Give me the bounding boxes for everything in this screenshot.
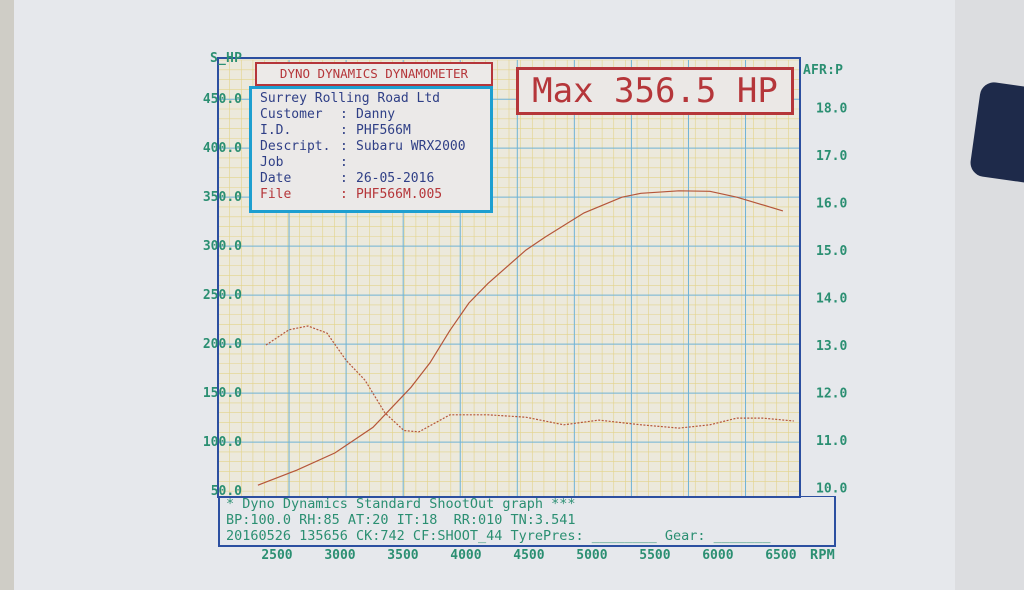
y-right-tick-label: 17.0: [816, 149, 847, 164]
x-tick-label: 5000: [576, 548, 607, 563]
y-left-tick-label: 150.0: [203, 386, 242, 401]
info-colon: :: [340, 187, 348, 202]
x-tick-label: 5500: [639, 548, 670, 563]
x-tick-label: 4500: [513, 548, 544, 563]
y-right-tick-label: 12.0: [816, 387, 847, 402]
info-label: Descript.: [260, 139, 330, 154]
y-right-tick-label: 14.0: [816, 292, 847, 307]
info-value: PHF566M: [356, 123, 411, 138]
y-right-tick-label: 18.0: [816, 102, 847, 117]
footer-box: * Dyno Dynamics Standard ShootOut graph …: [218, 496, 836, 547]
y-right-tick-label: 10.0: [816, 482, 847, 497]
y-left-tick-label: 100.0: [203, 435, 242, 450]
y-left-tick-label: 300.0: [203, 239, 242, 254]
info-colon: :: [340, 171, 348, 186]
info-label: File: [260, 187, 291, 202]
info-label: I.D.: [260, 123, 291, 138]
info-value: Danny: [356, 107, 395, 122]
y-right-tick-label: 16.0: [816, 197, 847, 212]
chart-title: DYNO DYNAMICS DYNAMOMETER: [255, 62, 493, 86]
info-colon: :: [340, 139, 348, 154]
y-right-tick-label: 15.0: [816, 244, 847, 259]
info-value: Subaru WRX2000: [356, 139, 466, 154]
info-label: Job: [260, 155, 283, 170]
max-hp-label: Max 356.5 HP: [516, 67, 794, 115]
x-tick-label: 3000: [324, 548, 355, 563]
info-box: Surrey Rolling Road Ltd Customer: Danny I.…: [249, 86, 493, 213]
y-right-axis-label: AFR:P: [803, 63, 843, 78]
x-tick-label: 4000: [450, 548, 481, 563]
y-left-axis-label: S_HP: [210, 51, 242, 66]
dyno-chart: 450.0 400.0 350.0 300.0 250.0 200.0 150.0 100.0…: [0, 0, 1024, 576]
info-colon: :: [340, 107, 348, 122]
x-tick-label: 3500: [387, 548, 418, 563]
y-right-tick-label: 11.0: [816, 434, 847, 449]
footer-line-1: * Dyno Dynamics Standard ShootOut graph …: [226, 497, 576, 512]
y-left-tick-label: 450.0: [203, 92, 242, 107]
y-left-tick-label: 350.0: [203, 190, 242, 205]
y-right-tick-label: 13.0: [816, 339, 847, 354]
info-value: 26-05-2016: [356, 171, 434, 186]
y-left-tick-label: 400.0: [203, 141, 242, 156]
info-label: Date: [260, 171, 291, 186]
footer-line-3: 20160526 135656 CK:742 CF:SHOOT_44 TyreP…: [226, 529, 771, 544]
y-left-tick-label: 250.0: [203, 288, 242, 303]
company-name: Surrey Rolling Road Ltd: [260, 91, 440, 106]
footer-line-2: BP:100.0 RH:85 AT:20 IT:18 RR:010 TN:3.5…: [226, 513, 576, 528]
x-tick-label: 6500: [765, 548, 796, 563]
info-colon: :: [340, 123, 348, 138]
info-colon: :: [340, 155, 348, 170]
x-tick-label: 2500: [261, 548, 292, 563]
x-axis-label: RPM: [810, 547, 835, 563]
x-tick-label: 6000: [702, 548, 733, 563]
info-value: PHF566M.005: [356, 187, 442, 202]
info-label: Customer: [260, 107, 323, 122]
y-left-tick-label: 200.0: [203, 337, 242, 352]
